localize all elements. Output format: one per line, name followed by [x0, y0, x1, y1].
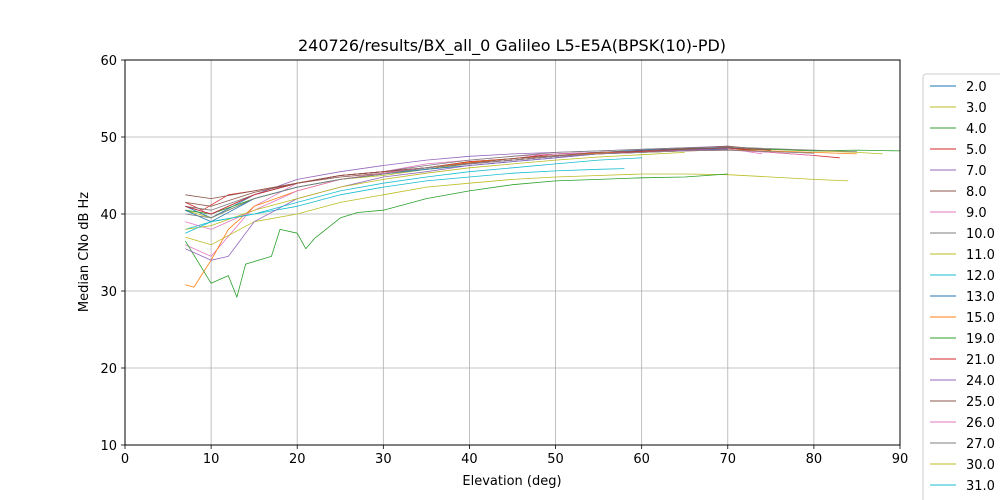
x-tick-label: 40	[461, 452, 478, 467]
legend-entry: 27.0	[966, 437, 995, 452]
series-line-11.0	[185, 173, 849, 246]
series-line-27.0	[185, 149, 814, 219]
x-tick-label: 20	[289, 452, 306, 467]
legend-entry: 9.0	[966, 206, 987, 221]
legend-entry: 10.0	[966, 227, 995, 242]
y-tick-label: 10	[100, 439, 117, 454]
series-layer	[184, 145, 901, 298]
legend-entry: 21.0	[966, 353, 995, 368]
x-axis-label: Elevation (deg)	[462, 474, 561, 489]
x-tick-label: 60	[633, 452, 650, 467]
x-tick-label: 50	[547, 452, 564, 467]
y-tick-label: 30	[100, 285, 117, 300]
legend-entry: 15.0	[966, 311, 995, 326]
legend-entry: 4.0	[966, 122, 987, 137]
ticks: 0 10 20 30 40 50 60 70 80 90 10 20 30 40 50 60	[100, 54, 908, 467]
legend-entry: 2.0	[966, 80, 987, 95]
y-axis-label: Median CNo dB Hz	[77, 192, 92, 312]
legend-entry: 26.0	[966, 416, 995, 431]
x-tick-label: 0	[121, 452, 129, 467]
legend-entry: 11.0	[966, 248, 995, 263]
series-line-19.0	[184, 173, 728, 298]
legend-entry: 31.0	[966, 479, 995, 494]
y-tick-label: 40	[100, 208, 117, 223]
legend-entry: 30.0	[966, 458, 995, 473]
x-tick-label: 30	[375, 452, 392, 467]
legend-entry: 25.0	[966, 395, 995, 410]
legend-entry: 8.0	[966, 185, 987, 200]
plot-frame	[124, 59, 901, 446]
series-line-25.0	[185, 147, 771, 207]
legend-entry: 5.0	[966, 143, 987, 158]
series-line-30.0	[185, 152, 685, 230]
y-tick-label: 50	[100, 131, 117, 146]
legend-entry: 13.0	[966, 290, 995, 305]
series-line-31.0	[185, 157, 642, 234]
x-tick-label: 80	[806, 452, 823, 467]
y-tick-label: 20	[100, 362, 117, 377]
legend-entry: 19.0	[966, 332, 995, 347]
x-tick-label: 70	[720, 452, 737, 467]
x-tick-label: 90	[892, 452, 909, 467]
legend-entry: 12.0	[966, 269, 995, 284]
y-tick-label: 60	[100, 54, 117, 69]
legend: 2.0 3.0 4.0 5.0 7.0 8.0 9.0 10.0 11.0 12.0 13.0 15.…	[922, 73, 1000, 500]
legend-box	[922, 73, 1000, 500]
x-tick-label: 10	[203, 452, 220, 467]
chart-title: 240726/results/BX_all_0 Galileo L5-E5A(B…	[298, 36, 726, 56]
legend-entry: 3.0	[966, 101, 987, 116]
legend-entry: 24.0	[966, 374, 995, 389]
legend-entry: 7.0	[966, 164, 987, 179]
